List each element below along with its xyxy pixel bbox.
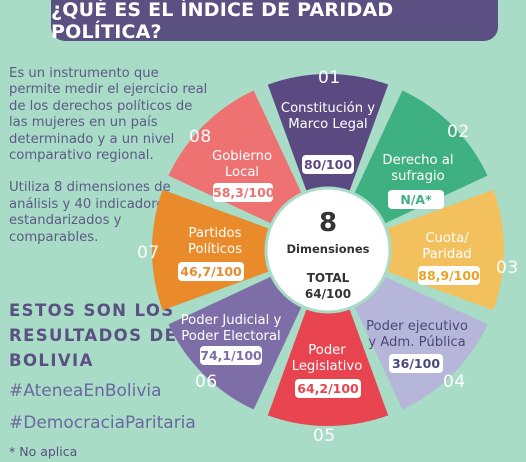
dimension-05-name: Poder Legislativo (291, 343, 363, 374)
hashtag-atenea: #AteneaEnBolivia (9, 381, 162, 401)
center-label: Dimensiones (286, 242, 370, 256)
center-number: 8 (318, 208, 338, 238)
dimension-03-score: 88,9/100 (418, 266, 480, 285)
intro-paragraph-2: Utiliza 8 dimensiones de análisis y 40 i… (9, 180, 172, 245)
dimension-03-name: Cuota/ Paridad (422, 231, 472, 262)
dimension-06-score: 74,1/100 (200, 346, 262, 365)
dimension-07-number: 07 (137, 243, 160, 263)
dimension-07-score: 46,7/100 (178, 262, 244, 281)
dimension-07-name: Partidos Políticos (188, 226, 242, 257)
dimension-04-segment (349, 271, 488, 410)
intro-paragraph-1: Es un instrumento que permite medir el e… (9, 66, 208, 164)
dimension-02-name: Derecho al sufragio (382, 153, 454, 184)
dimension-01-number: 01 (318, 68, 341, 88)
dimension-02-score: N/A* (388, 190, 444, 209)
center-total-value: 64/100 (304, 287, 352, 301)
dimension-02-segment (349, 90, 488, 229)
dimension-01-name: Constitución y Marco Legal (280, 101, 376, 132)
dimension-06-number: 06 (195, 372, 218, 392)
dimension-05-score: 64,2/100 (295, 379, 361, 398)
dimension-08-score: 58,3/100 (213, 183, 275, 202)
intro-text: Es un instrumento que permite medir el e… (9, 66, 209, 262)
dimension-06-segment (168, 271, 307, 410)
dimension-08-name: Gobierno Local (211, 149, 273, 180)
center-total-label: TOTAL (306, 271, 350, 285)
dimension-04-score: 36/100 (389, 354, 443, 373)
dimension-02-number: 02 (447, 122, 470, 142)
dimension-01-segment (267, 74, 389, 202)
center-total: TOTAL 64/100 (288, 270, 368, 302)
page-title: ¿QUÉ ES EL ÍNDICE DE PARIDAD POLÍTICA? (51, 0, 498, 43)
results-heading: ESTOS SON LOS RESULTADOS DE BOLIVIA (9, 301, 178, 370)
dimension-04-name: Poder ejecutivo y Adm. Pública (366, 319, 468, 350)
dimension-04-number: 04 (443, 372, 466, 392)
dimension-08-number: 08 (189, 127, 212, 147)
footnote: * No aplica (9, 444, 78, 459)
hashtag-democracia: #DemocraciaParitaria (9, 413, 196, 433)
dimension-03-number: 03 (496, 258, 519, 278)
dimension-01-score: 80/100 (302, 155, 354, 174)
dimension-06-name: Poder Judicial y Poder Electoral (180, 313, 282, 344)
dimension-05-number: 05 (313, 426, 336, 446)
wheel-center-circle (264, 186, 392, 314)
